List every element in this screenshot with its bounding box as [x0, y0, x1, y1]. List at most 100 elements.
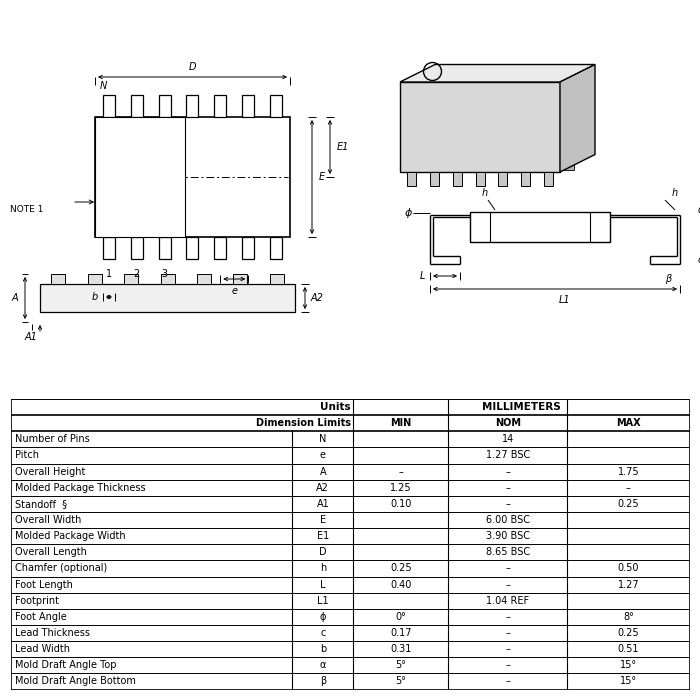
Text: β: β — [320, 676, 326, 687]
Bar — [214, 237, 226, 259]
Text: 1: 1 — [106, 269, 112, 279]
Text: –: – — [505, 580, 510, 589]
Text: 3.90 BSC: 3.90 BSC — [486, 531, 530, 541]
Text: 0.17: 0.17 — [390, 628, 412, 638]
Bar — [95, 117, 185, 237]
Bar — [95, 117, 185, 237]
Text: Pitch: Pitch — [15, 451, 38, 461]
Text: Units: Units — [320, 402, 351, 412]
Bar — [544, 172, 553, 186]
Text: 8°: 8° — [623, 612, 634, 622]
Text: NOM: NOM — [495, 418, 521, 428]
Text: E: E — [320, 515, 326, 525]
Text: 5°: 5° — [395, 676, 407, 687]
Text: h: h — [672, 188, 678, 198]
Text: Standoff  §: Standoff § — [15, 499, 66, 509]
Bar — [270, 95, 282, 117]
Text: Foot Length: Foot Length — [15, 580, 72, 589]
Text: Chamfer (optional): Chamfer (optional) — [15, 564, 107, 573]
Bar — [131, 95, 143, 117]
Text: –: – — [505, 612, 510, 622]
Text: Mold Draft Angle Bottom: Mold Draft Angle Bottom — [15, 676, 135, 687]
Bar — [522, 172, 530, 186]
Text: Number of Pins: Number of Pins — [15, 434, 90, 444]
Text: 0°: 0° — [395, 612, 407, 622]
Bar — [160, 274, 174, 284]
Text: –: – — [505, 467, 510, 477]
Bar — [242, 237, 254, 259]
Text: –: – — [505, 644, 510, 654]
Bar — [560, 148, 574, 158]
Text: 1.27 BSC: 1.27 BSC — [486, 451, 530, 461]
Bar — [124, 274, 138, 284]
Text: MIN: MIN — [391, 418, 412, 428]
Text: 15°: 15° — [620, 660, 637, 671]
Text: D: D — [189, 62, 196, 72]
Text: 0.25: 0.25 — [390, 564, 412, 573]
Bar — [88, 274, 102, 284]
Text: Overall Height: Overall Height — [15, 467, 85, 477]
Bar — [186, 237, 199, 259]
Text: 1.27: 1.27 — [617, 580, 639, 589]
Text: 0.31: 0.31 — [390, 644, 412, 654]
Text: L: L — [419, 271, 425, 281]
Text: A: A — [11, 293, 18, 303]
Bar — [560, 84, 574, 93]
Bar — [498, 172, 508, 186]
Text: 14: 14 — [502, 434, 514, 444]
Text: α: α — [320, 660, 326, 671]
Bar — [560, 122, 574, 132]
Text: A2: A2 — [316, 483, 329, 493]
Text: b: b — [320, 644, 326, 654]
Text: Footprint: Footprint — [15, 596, 59, 605]
Text: –: – — [505, 499, 510, 509]
Text: E1: E1 — [316, 531, 329, 541]
Bar — [560, 135, 574, 144]
Bar — [40, 284, 295, 312]
Text: A1: A1 — [316, 499, 329, 509]
Text: N: N — [319, 434, 326, 444]
Bar — [159, 95, 171, 117]
Text: 6.00 BSC: 6.00 BSC — [486, 515, 530, 525]
Text: Overall Width: Overall Width — [15, 515, 81, 525]
Text: Molded Package Width: Molded Package Width — [15, 531, 125, 541]
Text: E: E — [319, 172, 325, 182]
Bar — [270, 237, 282, 259]
Text: A1: A1 — [25, 332, 38, 342]
Bar — [475, 172, 484, 186]
Text: 1.04 REF: 1.04 REF — [486, 596, 529, 605]
Bar — [214, 95, 226, 117]
Text: 0.51: 0.51 — [617, 644, 639, 654]
Text: E1: E1 — [337, 142, 349, 152]
Bar — [131, 237, 143, 259]
Bar — [103, 237, 115, 259]
Text: c: c — [698, 255, 700, 265]
Text: 0.10: 0.10 — [390, 499, 412, 509]
Text: MILLIMETERS: MILLIMETERS — [482, 402, 561, 412]
Polygon shape — [400, 64, 595, 82]
Bar — [560, 97, 574, 106]
Bar — [103, 95, 115, 117]
Text: –: – — [398, 467, 403, 477]
Bar — [233, 274, 247, 284]
Bar — [270, 274, 284, 284]
Text: Dimension Limits: Dimension Limits — [256, 418, 351, 428]
Text: ϕ: ϕ — [405, 208, 412, 218]
Text: c: c — [320, 628, 326, 638]
Text: 5°: 5° — [395, 660, 407, 671]
Text: L: L — [320, 580, 326, 589]
Text: A: A — [319, 467, 326, 477]
Bar — [186, 95, 199, 117]
Text: Lead Width: Lead Width — [15, 644, 69, 654]
Text: 1.25: 1.25 — [390, 483, 412, 493]
Text: 15°: 15° — [620, 676, 637, 687]
Bar — [470, 212, 610, 242]
Text: D: D — [319, 547, 327, 557]
Text: ϕ: ϕ — [320, 612, 326, 622]
Text: L1: L1 — [559, 295, 570, 305]
Bar — [159, 237, 171, 259]
Text: h: h — [482, 188, 488, 198]
Text: 0.25: 0.25 — [617, 499, 639, 509]
Text: Foot Angle: Foot Angle — [15, 612, 66, 622]
Text: e: e — [231, 286, 237, 296]
